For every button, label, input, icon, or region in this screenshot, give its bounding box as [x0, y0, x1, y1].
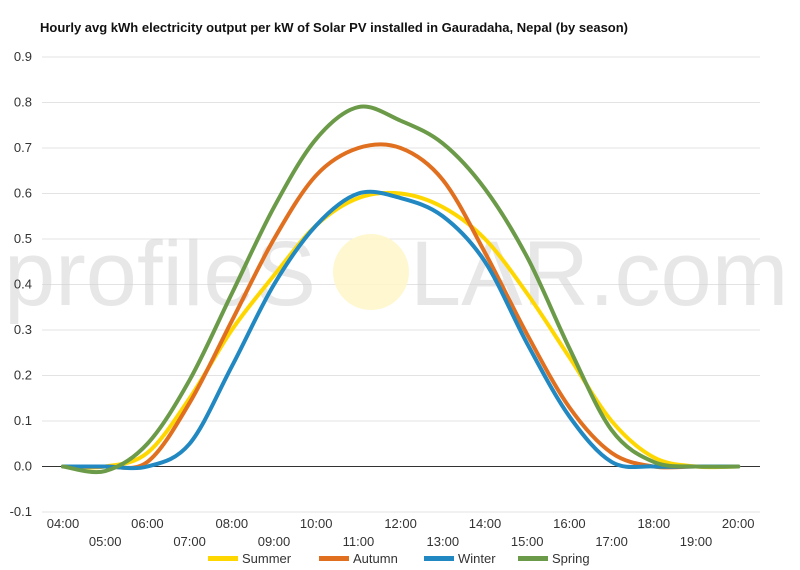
x-tick-label: 05:00	[89, 534, 122, 549]
legend-swatch-summer[interactable]	[208, 556, 238, 561]
series-line-autumn	[61, 142, 741, 470]
y-tick-label: 0.6	[14, 186, 32, 201]
legend-label-summer[interactable]: Summer	[242, 551, 292, 566]
x-tick-label: 13:00	[427, 534, 460, 549]
x-tick-label: 08:00	[216, 516, 249, 531]
watermark-sun-logo	[333, 234, 409, 310]
y-tick-label: 0.2	[14, 368, 32, 383]
x-tick-label: 12:00	[384, 516, 417, 531]
legend-label-spring[interactable]: Spring	[552, 551, 590, 566]
series-line-winter	[61, 189, 741, 471]
x-tick-label: 17:00	[595, 534, 628, 549]
profilesolar-watermark: profileS LAR.com	[4, 223, 788, 325]
chart-title: Hourly avg kWh electricity output per kW…	[40, 20, 629, 35]
series-lines	[61, 104, 741, 475]
x-tick-label: 06:00	[131, 516, 164, 531]
y-axis-ticks: -0.1 0.0 0.1 0.2 0.3 0.4 0.5 0.6 0.7 0.8 0.9	[10, 49, 32, 519]
series-line-spring	[61, 104, 741, 475]
y-tick-label: 0.9	[14, 49, 32, 64]
y-tick-label: 0.7	[14, 140, 32, 155]
y-tick-label: 0.4	[14, 277, 32, 292]
x-tick-label: 19:00	[680, 534, 713, 549]
y-tick-label: 0.8	[14, 95, 32, 110]
x-tick-label: 04:00	[47, 516, 80, 531]
legend-swatch-winter[interactable]	[424, 556, 454, 561]
x-tick-label: 11:00	[343, 534, 375, 549]
y-tick-label: 0.5	[14, 231, 32, 246]
legend-swatch-autumn[interactable]	[319, 556, 349, 561]
x-tick-label: 20:00	[722, 516, 755, 531]
x-tick-label: 15:00	[511, 534, 544, 549]
x-axis-ticks: 04:00 05:00 06:00 07:00 08:00 09:00 10:00 11:00…	[47, 516, 755, 549]
legend-swatch-spring[interactable]	[518, 556, 548, 561]
watermark-text-right: LAR.com	[410, 223, 788, 325]
legend-label-autumn[interactable]: Autumn	[353, 551, 398, 566]
watermark-text-left: profileS	[4, 223, 316, 325]
x-tick-label: 16:00	[553, 516, 586, 531]
legend-label-winter[interactable]: Winter	[458, 551, 496, 566]
x-tick-label: 10:00	[300, 516, 333, 531]
x-tick-label: 09:00	[258, 534, 291, 549]
y-tick-label: 0.3	[14, 322, 32, 337]
y-tick-label: 0.0	[14, 459, 32, 474]
x-tick-label: 07:00	[173, 534, 206, 549]
y-tick-label: -0.1	[10, 504, 32, 519]
x-tick-label: 14:00	[469, 516, 502, 531]
y-tick-label: 0.1	[14, 413, 32, 428]
series-line-summer	[61, 190, 741, 470]
legend: Summer Autumn Winter Spring	[208, 551, 590, 566]
x-tick-label: 18:00	[638, 516, 671, 531]
